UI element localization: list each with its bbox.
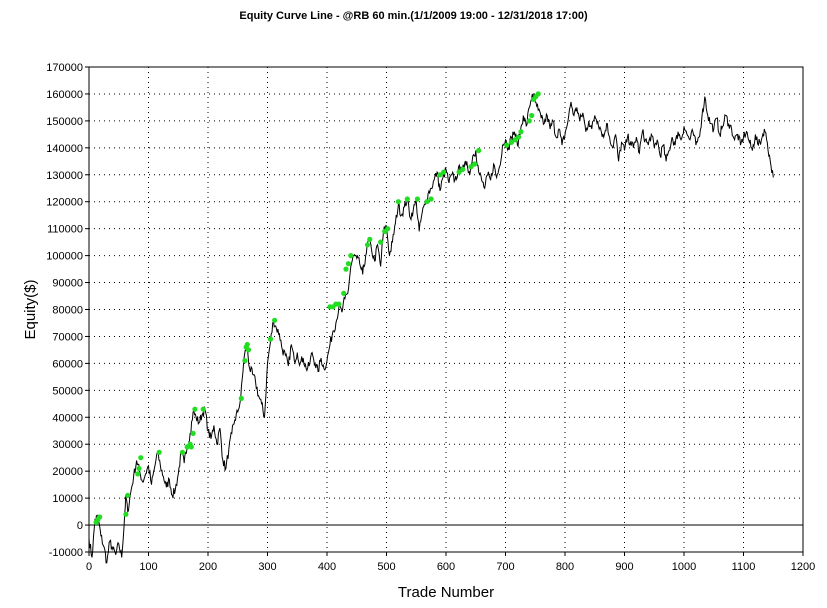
y-tick-label: 60000	[52, 358, 83, 370]
new-high-marker	[476, 147, 482, 154]
y-tick-label: 80000	[52, 305, 83, 317]
x-tick-label: 300	[258, 561, 276, 573]
y-tick-label: 70000	[52, 331, 83, 343]
y-tick-label: 0	[77, 520, 83, 532]
x-tick-label: 100	[139, 561, 157, 573]
new-high-marker	[456, 169, 462, 175]
new-high-marker	[529, 112, 535, 119]
new-high-marker	[414, 196, 420, 202]
new-high-marker	[125, 492, 131, 498]
new-high-marker	[441, 169, 447, 175]
new-high-marker	[385, 226, 391, 232]
new-high-marker	[472, 161, 478, 167]
y-tick-label: 10000	[52, 493, 83, 505]
y-tick-label: 50000	[52, 385, 83, 397]
y-tick-label: 130000	[46, 170, 83, 182]
new-high-marker	[267, 336, 274, 342]
new-high-marker	[535, 91, 541, 97]
new-high-marker	[245, 347, 252, 353]
new-high-marker	[364, 242, 371, 248]
new-high-marker	[367, 236, 373, 242]
y-axis-ticks: -10000 0 10000 20000 30000 40000 50000 60000 700…	[46, 62, 89, 559]
new-high-marker	[404, 196, 410, 202]
new-high-marker	[437, 172, 443, 178]
new-high-marker	[348, 253, 354, 259]
x-tick-label: 1000	[672, 561, 696, 573]
new-high-markers	[93, 91, 541, 526]
y-tick-label: 110000	[47, 224, 83, 236]
new-high-marker	[508, 139, 514, 145]
x-tick-label: 400	[318, 561, 336, 573]
x-tick-label: 200	[199, 561, 217, 573]
new-high-marker	[97, 514, 103, 520]
y-tick-label: 100000	[46, 251, 83, 263]
y-axis-label: Equity($)	[22, 279, 39, 339]
new-high-marker	[138, 455, 144, 461]
new-high-marker	[179, 449, 185, 455]
new-high-marker	[242, 358, 248, 364]
x-tick-label: 1100	[732, 561, 756, 573]
x-tick-label: 900	[615, 561, 633, 573]
y-tick-label: -10000	[49, 547, 83, 559]
y-tick-label: 160000	[46, 89, 83, 101]
new-high-marker	[244, 341, 250, 348]
new-high-marker	[136, 465, 142, 472]
new-high-marker	[378, 239, 384, 245]
y-tick-label: 30000	[52, 439, 83, 451]
new-high-marker	[395, 199, 401, 205]
x-tick-label: 600	[437, 561, 455, 573]
new-high-marker	[190, 430, 196, 436]
x-tick-label: 0	[86, 561, 92, 573]
new-high-marker	[200, 406, 206, 412]
new-high-marker	[188, 444, 194, 450]
new-high-marker	[460, 166, 466, 172]
new-high-marker	[341, 290, 347, 296]
new-high-marker	[192, 406, 198, 412]
y-tick-label: 140000	[46, 143, 83, 155]
new-high-marker	[123, 511, 129, 517]
new-high-marker	[336, 301, 342, 307]
new-high-marker	[512, 137, 518, 143]
new-high-marker	[156, 449, 162, 455]
new-high-marker	[504, 142, 510, 148]
y-tick-label: 150000	[46, 116, 83, 128]
y-tick-label: 90000	[52, 278, 83, 290]
y-tick-label: 120000	[46, 197, 83, 209]
chart-title: Equity Curve Line - @RB 60 min.(1/1/2009…	[239, 10, 588, 22]
new-high-marker	[424, 199, 430, 205]
new-high-marker	[343, 266, 349, 272]
x-tick-label: 800	[556, 561, 574, 573]
x-tick-label: 1200	[791, 561, 815, 573]
new-high-marker	[272, 317, 278, 323]
new-high-marker	[468, 164, 474, 170]
x-tick-label: 500	[377, 561, 395, 573]
new-high-marker	[428, 196, 434, 202]
new-high-marker	[135, 471, 141, 477]
y-tick-label: 170000	[46, 62, 83, 74]
equity-series-line	[88, 92, 774, 564]
new-high-marker	[345, 261, 351, 267]
x-axis-label: Trade Number	[398, 584, 494, 601]
y-tick-label: 20000	[52, 466, 83, 478]
x-tick-label: 700	[496, 561, 514, 573]
x-axis-ticks: 0 100 200 300 400 500 600 700 800 900 1000 1100 1200	[86, 552, 815, 573]
new-high-marker	[238, 395, 244, 401]
new-high-marker	[518, 129, 524, 135]
new-high-marker	[516, 134, 522, 140]
new-high-marker	[526, 118, 532, 124]
y-tick-label: 40000	[52, 412, 83, 424]
